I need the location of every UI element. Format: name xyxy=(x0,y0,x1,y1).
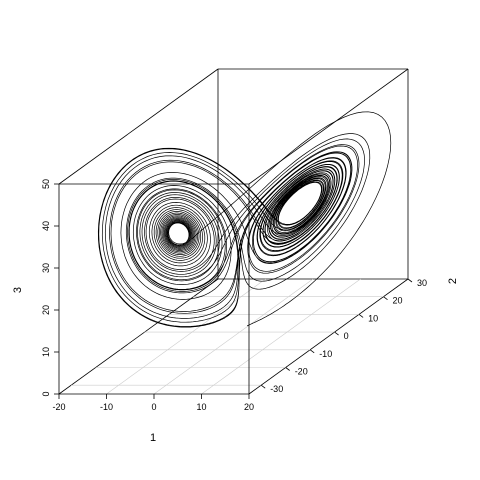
y-tick-mark xyxy=(334,331,339,336)
z-tick-label: 40 xyxy=(41,221,51,231)
box-edge xyxy=(58,68,219,185)
x-axis-label: 1 xyxy=(150,432,156,444)
x-tick-label: -20 xyxy=(52,402,65,412)
z-axis-label: 3 xyxy=(12,287,24,293)
y-tick-label: 20 xyxy=(393,296,403,306)
floor-gridline xyxy=(153,278,314,395)
y-tick-mark xyxy=(383,296,388,301)
z-tick-label: 30 xyxy=(41,263,51,273)
y-tick-label: 10 xyxy=(368,313,378,323)
y-tick-mark xyxy=(407,278,413,283)
y-tick-label: -30 xyxy=(270,384,283,394)
x-tick-label: -10 xyxy=(100,402,113,412)
series-line xyxy=(97,111,392,328)
y-tick-label: 0 xyxy=(344,331,349,341)
x-tick-label: 0 xyxy=(151,402,156,412)
trajectory-curve xyxy=(97,111,392,328)
z-tick-label: 10 xyxy=(41,347,51,357)
x-tick-label: 10 xyxy=(196,402,206,412)
y-tick-label: -10 xyxy=(319,349,332,359)
axis-ticks: -20 -10 0 10 20 -30 -20 -10 0 10 20 30 0 10 20 30 40 50 xyxy=(41,179,427,412)
z-tick-label: 20 xyxy=(41,305,51,315)
floor-gridline xyxy=(106,278,266,395)
y-axis-label: 2 xyxy=(447,278,459,284)
box-edge xyxy=(248,278,409,395)
y-tick-mark xyxy=(309,349,315,354)
axis-labels: 1 2 3 xyxy=(12,278,459,444)
y-tick-label: -20 xyxy=(295,367,308,377)
y-tick-mark xyxy=(285,367,290,371)
box-edge xyxy=(58,278,219,395)
floor-grid xyxy=(71,278,384,395)
z-tick-label: 0 xyxy=(41,391,51,396)
floor-gridline xyxy=(201,278,361,395)
box-edge xyxy=(248,68,409,185)
y-tick-label: 30 xyxy=(417,278,427,288)
y-tick-mark xyxy=(358,314,364,318)
z-tick-label: 50 xyxy=(41,179,51,189)
x-tick-label: 20 xyxy=(244,402,254,412)
y-tick-mark xyxy=(260,384,266,389)
